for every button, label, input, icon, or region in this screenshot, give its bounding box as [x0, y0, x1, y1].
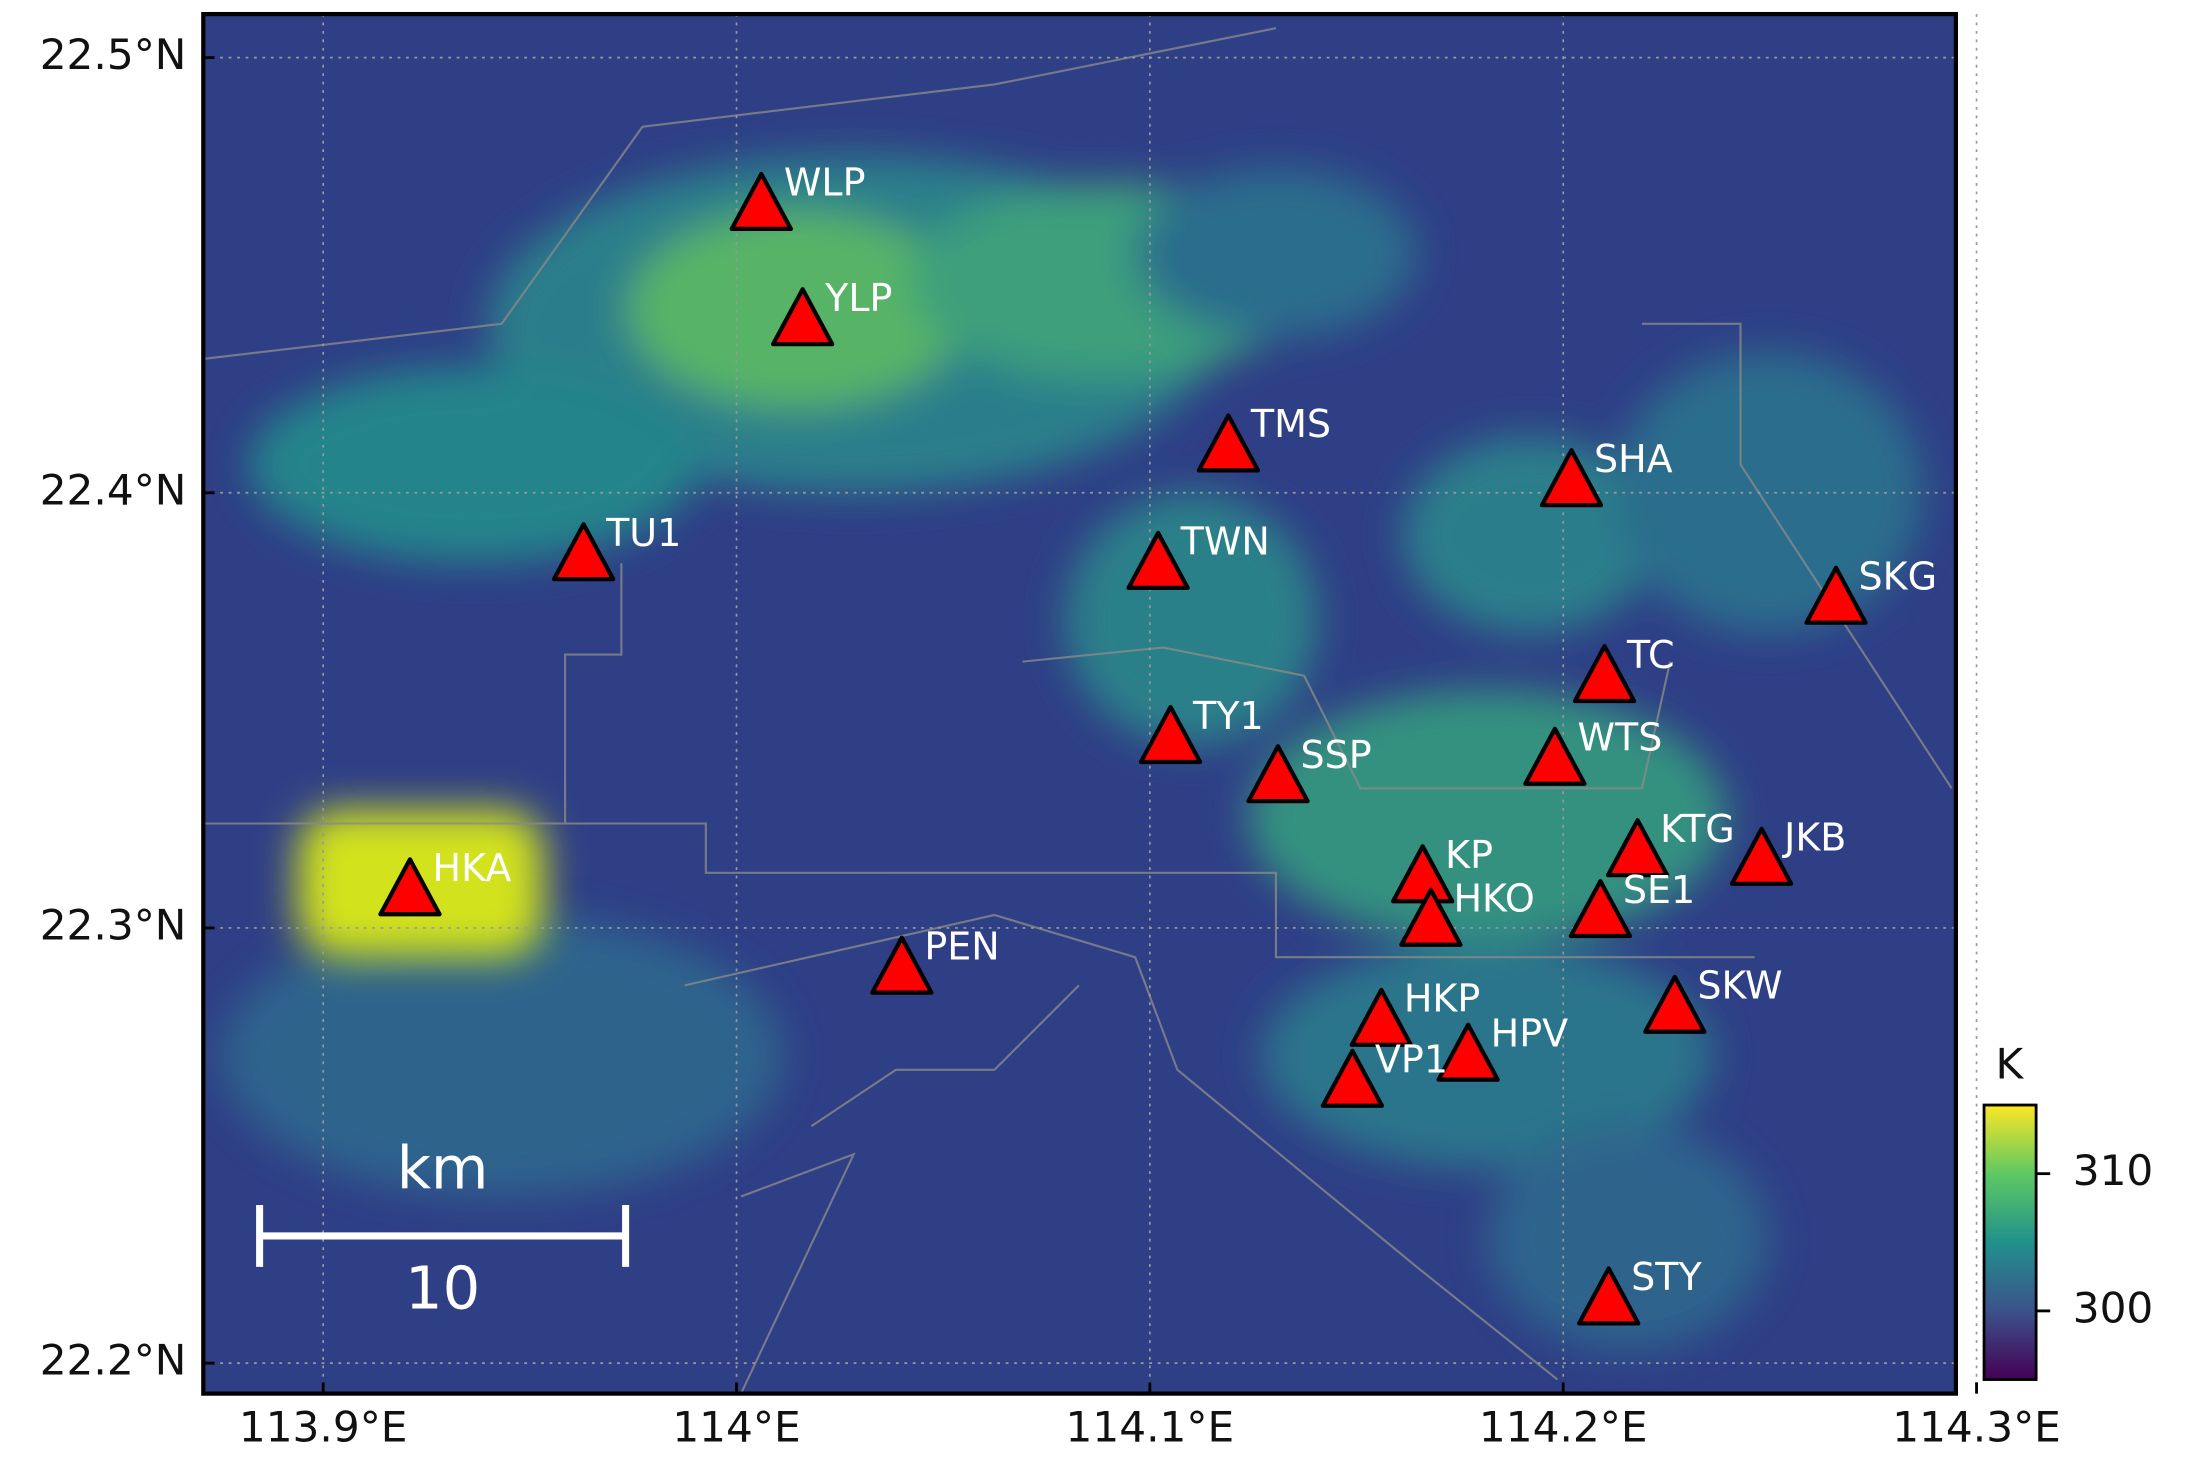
station-marker [1539, 448, 1604, 508]
station-label: SKW [1697, 964, 1782, 1008]
station-label: WLP [784, 161, 866, 205]
station-marker [870, 935, 934, 995]
station-marker [1320, 1048, 1385, 1108]
station-marker [770, 287, 835, 347]
x-tick-label: 114.3°E [1892, 1403, 2061, 1452]
colorbar-label: K [1996, 1040, 2025, 1089]
station-marker [1643, 974, 1707, 1034]
scale-bar: km 10 [256, 1134, 630, 1322]
station-label: HKO [1453, 877, 1534, 921]
x-tick-label: 114.2°E [1479, 1403, 1648, 1452]
colorbar-tick-label: 310 [2073, 1146, 2154, 1195]
x-tick-label: 114.1°E [1066, 1403, 1235, 1452]
station-marker [1126, 530, 1190, 590]
station-marker [1568, 879, 1633, 939]
station-label: SSP [1301, 733, 1372, 777]
station-label: HPV [1491, 1011, 1568, 1055]
y-tick-label: 22.2°N [40, 1336, 187, 1385]
x-tick-label: 114°E [672, 1403, 800, 1452]
station-label: SKG [1859, 555, 1938, 599]
graticule [203, 14, 1978, 1394]
station-marker [1399, 887, 1463, 947]
station-marker [1436, 1022, 1500, 1082]
station-label: TY1 [1192, 694, 1264, 738]
station-label: KP [1445, 833, 1493, 877]
station-marker [1804, 565, 1868, 625]
station-marker [1349, 987, 1414, 1047]
plot-frame [201, 11, 1958, 1396]
station-marker [1246, 744, 1310, 804]
station-marker [1572, 644, 1637, 704]
station-label: PEN [924, 924, 999, 968]
station-label: WTS [1577, 716, 1662, 760]
station-label: HKA [432, 846, 511, 890]
scale-bar-value: 10 [405, 1253, 480, 1322]
station-marker [378, 857, 442, 917]
colorbar-axis: 300 310 K [1996, 1040, 2154, 1333]
station-label: YLP [824, 276, 892, 320]
station-label: STY [1631, 1255, 1702, 1299]
station-marker [1576, 1266, 1641, 1326]
station-label: SHA [1594, 437, 1673, 481]
station-label: TMS [1250, 402, 1331, 446]
colorbar-tick-label: 300 [2073, 1283, 2154, 1332]
station-marker [729, 171, 793, 231]
station-label: SE1 [1623, 868, 1695, 912]
stations: WLP YLP TMS SHA TU1 TWN SKG TC TY1 SSP WTS KTG JKB KP… [378, 161, 1938, 1326]
station-label: VP1 [1375, 1038, 1448, 1082]
station-label: TC [1626, 633, 1675, 677]
station-label: JKB [1782, 816, 1846, 860]
station-label: KTG [1660, 807, 1735, 851]
station-label: HKP [1404, 977, 1480, 1021]
station-marker [1196, 413, 1261, 473]
x-tick-label: 113.9°E [239, 1403, 408, 1452]
y-tick-label: 22.5°N [40, 30, 187, 79]
scale-bar-unit: km [397, 1134, 489, 1203]
station-label: TWN [1180, 520, 1270, 564]
colorbar [1982, 1103, 2038, 1381]
station-marker [1138, 704, 1203, 765]
station-label: TU1 [605, 511, 681, 555]
y-tick-label: 22.3°N [40, 900, 187, 949]
scale-bar-line [256, 1204, 630, 1267]
station-marker [1523, 726, 1587, 786]
station-marker [1729, 826, 1794, 886]
y-tick-label: 22.4°N [40, 465, 187, 514]
station-marker [1605, 818, 1670, 878]
station-marker [551, 522, 616, 582]
